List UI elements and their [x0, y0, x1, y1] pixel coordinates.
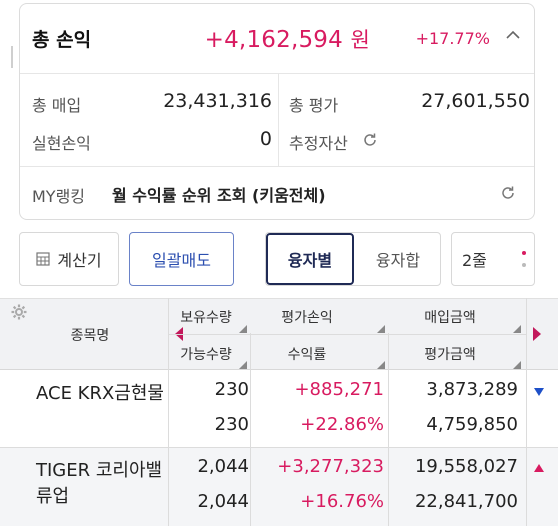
- realized-value: 0: [259, 128, 272, 150]
- available-qty: 230: [214, 414, 249, 435]
- calculator-button[interactable]: 계산기: [19, 232, 119, 286]
- summary-divider-horizontal: [20, 166, 534, 167]
- eval-profit: +3,277,323: [277, 456, 384, 477]
- purchase-amount: 3,873,289: [426, 379, 518, 400]
- column-divider: [526, 298, 527, 526]
- tab-loan-sum[interactable]: 융자합: [375, 251, 421, 270]
- col-eval-amount: 평가금액: [424, 347, 476, 363]
- header-divider: [168, 334, 526, 335]
- purchase-value: 23,431,316: [163, 90, 272, 112]
- sort-icon[interactable]: [239, 361, 247, 369]
- line-count-select[interactable]: 2줄: [451, 232, 535, 286]
- available-qty: 2,044: [197, 491, 249, 512]
- more-dots-icon: [522, 251, 526, 269]
- summary-header[interactable]: 총 손익 +4,162,594 원 +17.77%: [20, 4, 534, 74]
- eval-profit: +885,271: [294, 379, 384, 400]
- col-eval-profit: 평가손익: [281, 310, 333, 326]
- total-profit-title: 총 손익: [32, 29, 92, 51]
- summary-divider-vertical: [278, 74, 279, 166]
- stock-name: ACE KRX금현물: [36, 383, 164, 404]
- my-ranking-row[interactable]: MY랭킹 월 수익률 순위 조회 (키움전체): [20, 167, 534, 219]
- holding-qty: 230: [214, 379, 249, 400]
- trend-down-icon: [534, 388, 544, 396]
- column-divider: [168, 298, 169, 526]
- ranking-refresh-icon[interactable]: [500, 185, 516, 201]
- col-stock-name: 종목명: [70, 328, 110, 344]
- return-rate: +22.86%: [300, 414, 384, 435]
- bulk-sell-button[interactable]: 일괄매도: [129, 232, 234, 286]
- total-return-rate: +17.77%: [415, 29, 490, 48]
- calculator-icon: [36, 252, 51, 266]
- eval-amount: 4,759,850: [426, 414, 518, 435]
- col-available-qty: 가능수량: [180, 347, 232, 363]
- col-purchase-amount: 매입금액: [424, 310, 476, 326]
- sort-icon[interactable]: [377, 361, 385, 369]
- drawer-handle[interactable]: [11, 46, 13, 68]
- evaluation-value: 27,601,550: [421, 90, 530, 112]
- holding-qty: 2,044: [197, 456, 249, 477]
- evaluation-label: 총 평가: [289, 96, 339, 115]
- profit-summary-card: 총 손익 +4,162,594 원 +17.77% 총 매입 23,431,31…: [19, 3, 535, 220]
- row-divider: [0, 447, 558, 448]
- line-count-label: 2줄: [462, 251, 487, 270]
- bulk-sell-label: 일괄매도: [152, 251, 211, 270]
- purchase-amount: 19,558,027: [414, 456, 518, 477]
- view-toggle: 융자별 융자합: [265, 232, 441, 286]
- estimated-assets-label: 추정자산: [289, 134, 348, 153]
- return-rate: +16.76%: [300, 491, 384, 512]
- sort-icon[interactable]: [239, 325, 247, 333]
- column-divider: [250, 333, 251, 526]
- col-holding-qty: 보유수량: [180, 310, 232, 326]
- total-profit-value: +4,162,594 원: [204, 26, 370, 53]
- holdings-table-header: 종목명 보유수량 가능수량 평가손익 수익률 매입금액 평가금액: [0, 298, 558, 370]
- stock-name: TIGER 코리아밸류업: [36, 460, 163, 507]
- column-divider: [388, 333, 389, 526]
- table-row[interactable]: ACE KRX금현물 230 230 +885,271 +22.86% 3,87…: [0, 371, 558, 447]
- calculator-label: 계산기: [57, 251, 102, 270]
- sort-icon[interactable]: [513, 325, 521, 333]
- refresh-icon[interactable]: [362, 132, 378, 148]
- purchase-label: 총 매입: [32, 96, 82, 115]
- sort-icon[interactable]: [513, 361, 521, 369]
- qty-column-header: 보유수량 가능수량: [168, 299, 250, 369]
- sort-icon[interactable]: [377, 325, 385, 333]
- settings-gear-icon[interactable]: [11, 304, 27, 320]
- eval-amount: 22,841,700: [414, 491, 518, 512]
- scroll-right-icon[interactable]: [532, 327, 542, 341]
- table-row[interactable]: TIGER 코리아밸류업 2,044 2,044 +3,277,323 +16.…: [0, 448, 558, 526]
- trend-up-icon: [534, 464, 544, 472]
- tab-by-loan[interactable]: 융자별: [266, 233, 354, 285]
- col-return-rate: 수익률: [287, 347, 327, 363]
- chevron-up-icon[interactable]: [506, 30, 520, 40]
- realized-label: 실현손익: [32, 134, 91, 153]
- table-row-bg: [0, 447, 558, 526]
- ranking-text: 월 수익률 순위 조회 (키움전체): [112, 186, 326, 205]
- ranking-label: MY랭킹: [32, 187, 86, 206]
